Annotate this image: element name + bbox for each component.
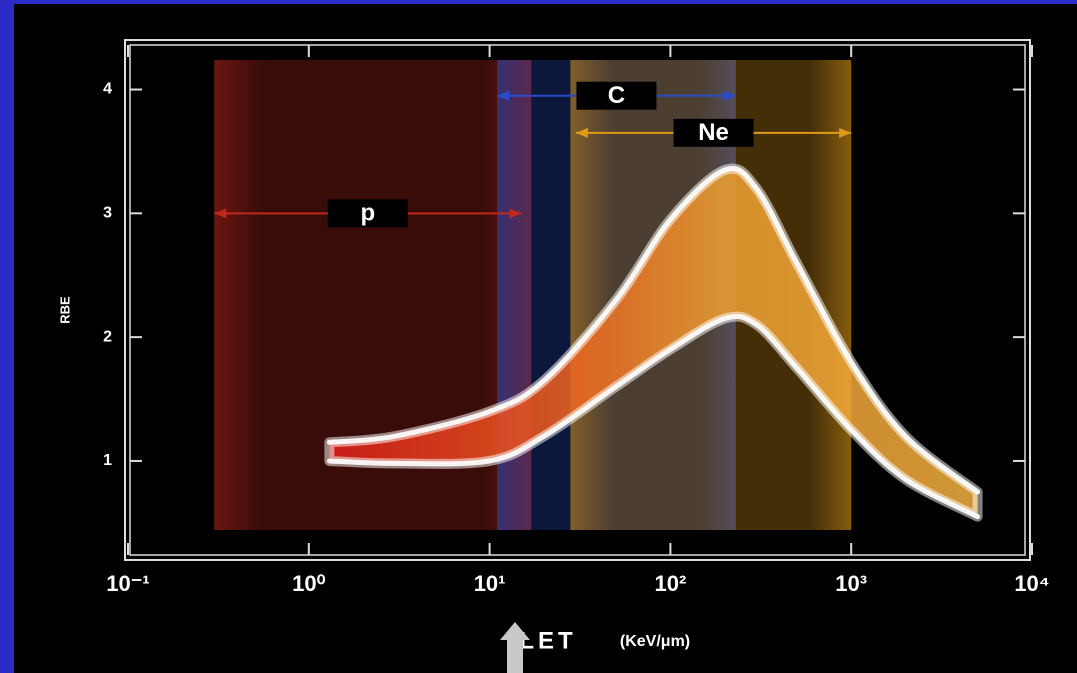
- x-tick-label: 10³: [835, 571, 867, 596]
- frame: [124, 39, 1031, 561]
- y-tick-label: 1: [103, 452, 112, 469]
- y-tick-label: 4: [103, 81, 112, 98]
- label-gap: [327, 199, 408, 228]
- range-label: Ne: [698, 119, 729, 146]
- x-axis-label: LET: [519, 627, 576, 654]
- x-axis-unit: (KeV/μm): [620, 633, 690, 650]
- x-tick-label: 10⁰: [292, 571, 325, 596]
- arrow-head: [839, 127, 852, 138]
- plot: 1 2 3 4 10⁻¹ 10⁰ 10¹ 10² 10³ 10⁴ p C Ne: [103, 45, 1050, 596]
- y-tick-label: 3: [103, 205, 112, 222]
- label-gap: [673, 118, 754, 147]
- arrow-head: [723, 90, 736, 101]
- range-label: C: [608, 82, 625, 109]
- x-tick-label: 10⁻¹: [106, 571, 149, 596]
- x-tick-label: 10⁴: [1014, 571, 1049, 596]
- range-label: p: [361, 200, 376, 227]
- arrow-head: [575, 127, 588, 138]
- y-axis-label: RBE: [57, 296, 72, 324]
- arrow-head: [214, 208, 227, 219]
- arrow-head: [509, 208, 522, 219]
- frame-inner: [129, 44, 1026, 556]
- label-gap: [576, 81, 657, 110]
- curve-edge: [326, 166, 981, 495]
- x-tick-label: 10¹: [474, 571, 506, 596]
- curve-edge: [326, 314, 981, 520]
- arrow-head: [497, 90, 510, 101]
- y-tick-label: 2: [103, 328, 112, 345]
- pointer-arrow: [500, 622, 530, 673]
- x-tick-label: 10²: [655, 571, 687, 596]
